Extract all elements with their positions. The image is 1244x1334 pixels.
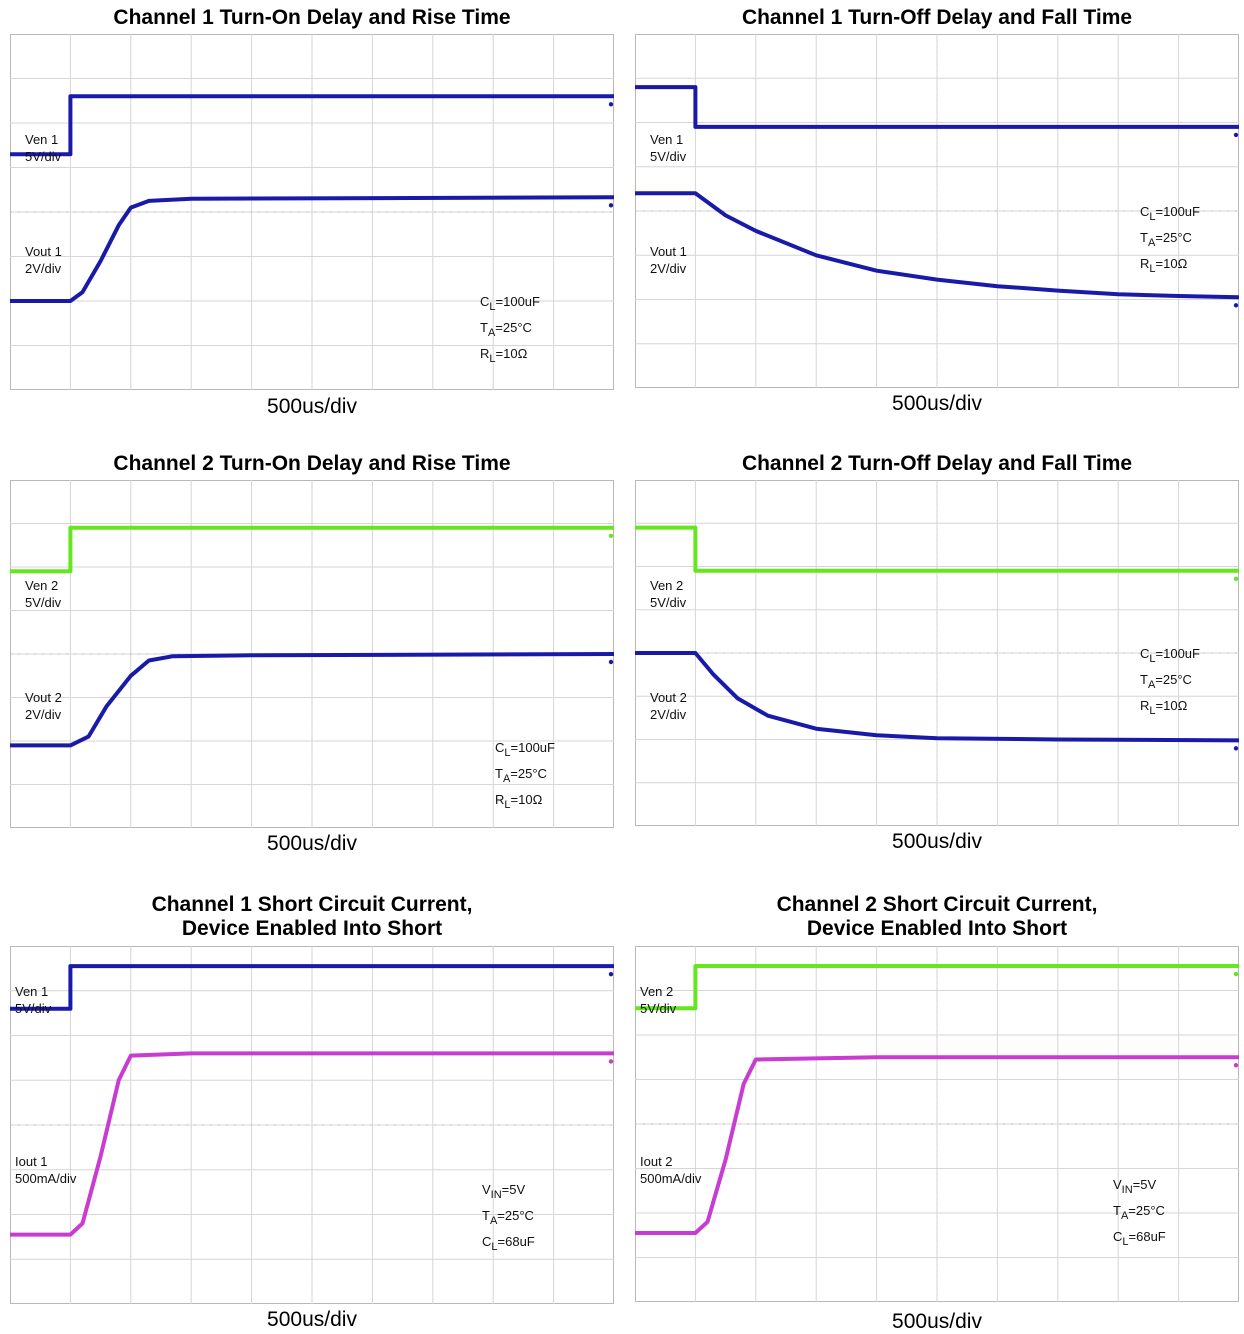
series-scale: 5V/div [25,149,62,164]
test-condition: CL=100uF [1140,204,1200,223]
series-scale: 5V/div [15,1001,52,1016]
chart-title: Channel 2 Short Circuit Current, Device E… [635,893,1239,941]
channel-marker-icon [608,203,614,208]
trace-vout-2 [10,652,614,748]
test-condition: CL=68uF [1113,1229,1166,1248]
series-label: Iout 1 [15,1154,48,1169]
test-condition: VIN=5V [1113,1177,1156,1196]
series-label: Ven 1 [25,132,58,147]
trace-iout-2 [635,1055,1239,1235]
chart-title: Channel 1 Short Circuit Current, Device E… [10,893,614,941]
series-scale: 2V/div [650,707,687,722]
test-condition: TA=25°C [1140,672,1192,691]
scope-screen: Ven 2 5V/div Vout 2 2V/div CL=100uF TA=25°C RL… [635,480,1239,826]
test-condition: RL=10Ω [1140,256,1188,275]
chart-title-line: Channel 1 Turn-On Delay and Rise Time [113,6,511,29]
scope-screen: Ven 2 5V/div Iout 2 500mA/div VIN=5V TA=25°C C… [635,946,1239,1302]
test-condition: TA=25°C [1140,230,1192,249]
series-scale: 500mA/div [15,1171,77,1186]
series-label: Ven 2 [640,984,673,999]
chart-title-line: Device Enabled Into Short [181,917,443,940]
series-label: Vout 1 [650,244,687,259]
series-label: Ven 2 [25,578,58,593]
series-label: Vout 2 [25,690,62,705]
channel-marker-icon [608,1059,614,1064]
channel-marker-icon [1233,132,1239,138]
series-scale: 500mA/div [640,1171,702,1186]
series-scale: 2V/div [650,261,687,276]
test-condition: TA=25°C [482,1208,534,1227]
chart-title-line: Channel 2 Short Circuit Current, [776,893,1098,916]
test-condition: TA=25°C [495,766,547,785]
channel-marker-icon [1233,303,1239,308]
timebase-label: 500us/div [892,830,982,853]
series-scale: 2V/div [25,707,62,722]
series-scale: 5V/div [650,149,687,164]
series-label: Iout 2 [640,1154,673,1169]
channel-marker-icon [1233,1063,1239,1068]
chart-title-line: Channel 1 Turn-Off Delay and Fall Time [741,6,1133,29]
channel-marker-icon [608,102,614,107]
trace-vout-2 [635,651,1239,743]
test-condition: VIN=5V [482,1182,525,1201]
channel-marker-icon [608,971,614,977]
series-scale: 5V/div [650,595,687,610]
timebase-label: 500us/div [267,832,357,855]
trace-vout-1 [10,195,614,303]
trace-ven-2 [635,525,1239,573]
series-scale: 5V/div [640,1001,677,1016]
series-label: Vout 1 [25,244,62,259]
series-label: Vout 2 [650,690,687,705]
chart-title: Channel 2 Turn-Off Delay and Fall Time [635,452,1239,476]
timebase-label: 500us/div [892,392,982,415]
test-condition: CL=100uF [495,740,555,759]
timebase-label: 500us/div [892,1310,982,1333]
chart-title: Channel 1 Turn-On Delay and Rise Time [10,6,614,30]
scope-screen: Ven 1 5V/div Vout 1 2V/div CL=100uF TA=25°C RL… [10,34,614,390]
trace-iout-1 [10,1051,614,1237]
trace-ven-2 [10,525,614,574]
chart-title-line: Device Enabled Into Short [806,917,1068,940]
chart-title-line: Channel 1 Short Circuit Current, [151,893,473,916]
trace-vout-1 [635,191,1239,300]
timebase-label: 500us/div [267,1308,357,1331]
chart-title-line: Channel 2 Turn-On Delay and Rise Time [113,452,511,475]
channel-marker-icon [1233,971,1239,977]
series-label: Ven 2 [650,578,683,593]
trace-ven-1 [10,94,614,157]
series-label: Ven 1 [15,984,48,999]
channel-marker-icon [608,659,614,665]
scope-screen: Ven 1 5V/div Vout 1 2V/div CL=100uF TA=25°C RL… [635,34,1239,388]
test-condition: RL=10Ω [480,346,528,365]
trace-ven-1 [10,964,614,1011]
test-condition: RL=10Ω [1140,698,1188,717]
test-condition: CL=100uF [480,294,540,313]
timebase-label: 500us/div [267,395,357,418]
chart-title: Channel 2 Turn-On Delay and Rise Time [10,452,614,476]
scope-screen: Ven 1 5V/div Iout 1 500mA/div VIN=5V TA=25°C C… [10,946,614,1304]
channel-marker-icon [1233,576,1239,582]
trace-ven-1 [635,85,1239,129]
chart-title: Channel 1 Turn-Off Delay and Fall Time [635,6,1239,30]
trace-ven-2 [635,964,1239,1011]
test-condition: CL=68uF [482,1234,535,1253]
test-condition: TA=25°C [1113,1203,1165,1222]
channel-marker-icon [1233,746,1239,751]
test-condition: RL=10Ω [495,792,543,811]
series-scale: 2V/div [25,261,62,276]
test-condition: TA=25°C [480,320,532,339]
channel-marker-icon [608,533,614,539]
scope-screen: Ven 2 5V/div Vout 2 2V/div CL=100uF TA=25°C RL… [10,480,614,828]
series-scale: 5V/div [25,595,62,610]
test-condition: CL=100uF [1140,646,1200,665]
series-label: Ven 1 [650,132,683,147]
chart-title-line: Channel 2 Turn-Off Delay and Fall Time [741,452,1133,475]
